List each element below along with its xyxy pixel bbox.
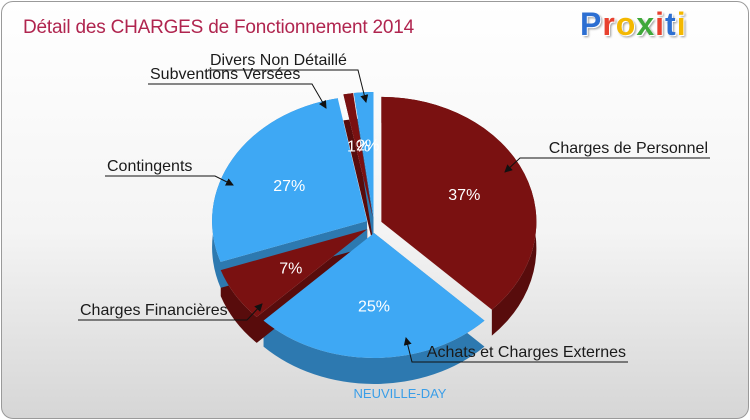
logo-letter: t bbox=[665, 6, 677, 42]
leader-line bbox=[148, 83, 327, 109]
logo-letter: P bbox=[580, 6, 603, 42]
pie-slice-percent: 25% bbox=[358, 299, 390, 316]
leader-line bbox=[78, 303, 263, 321]
logo-letter: i bbox=[655, 6, 666, 42]
pie-slice-percent: 1% bbox=[347, 139, 370, 156]
pie-slice-side bbox=[343, 93, 373, 244]
pie-slice-percent: 37% bbox=[448, 187, 480, 204]
pie-slice bbox=[353, 92, 374, 218]
leader-line bbox=[403, 337, 628, 363]
logo-letter: i bbox=[676, 6, 687, 42]
pie-slice bbox=[220, 229, 368, 317]
logo-letter: o bbox=[615, 6, 637, 42]
category-label: Contingents bbox=[107, 158, 192, 175]
pie-slice bbox=[381, 96, 537, 310]
logo-letter: r bbox=[602, 6, 616, 42]
pie-slice-percent: 27% bbox=[273, 178, 305, 195]
category-label: Achats et Charges Externes bbox=[427, 344, 626, 361]
proxiti-logo: Proxiti bbox=[580, 6, 687, 43]
category-label: Charges de Personnel bbox=[549, 140, 708, 157]
pie-slice bbox=[343, 93, 373, 218]
leader-line bbox=[504, 157, 710, 173]
leader-line bbox=[105, 175, 234, 186]
category-label: Charges Financières bbox=[80, 302, 228, 319]
chart-footer-city: NEUVILLE-DAY bbox=[354, 386, 447, 401]
leader-line bbox=[208, 69, 369, 103]
logo-letter: x bbox=[636, 6, 656, 42]
pie-slice bbox=[212, 98, 368, 262]
pie-slice-percent: 7% bbox=[279, 260, 302, 277]
category-label: Subventions Versées bbox=[150, 66, 300, 83]
chart-title: Détail des CHARGES de Fonctionnement 201… bbox=[23, 17, 415, 38]
pie-slice bbox=[263, 233, 485, 359]
category-label: Divers Non Détaillé bbox=[210, 52, 347, 69]
pie-slice-percent: 2% bbox=[356, 138, 379, 155]
